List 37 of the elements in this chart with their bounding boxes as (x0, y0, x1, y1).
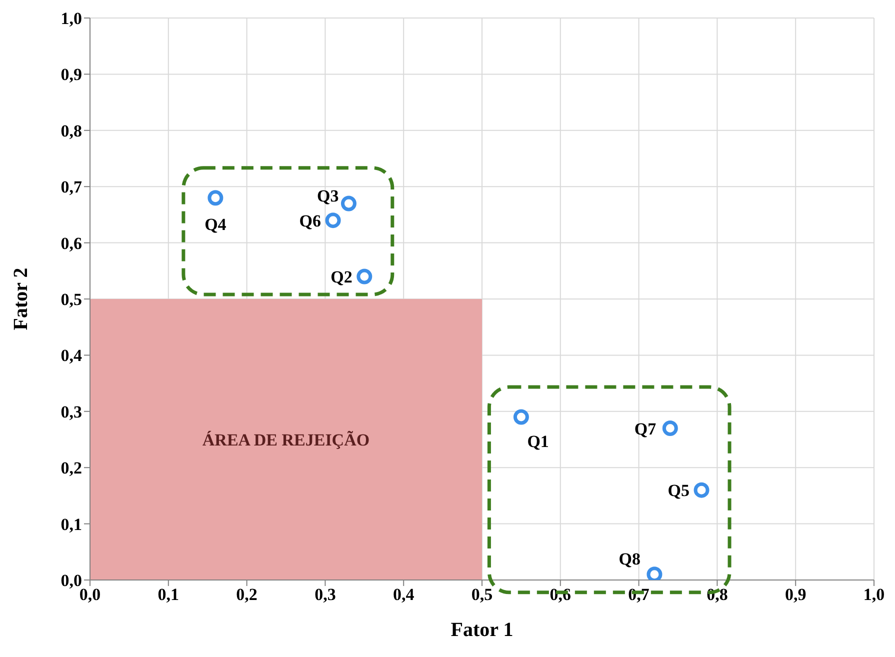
annotation: Q7 (634, 419, 657, 438)
x-axis-title: Fator 1 (450, 619, 514, 641)
y-tick-label: 0,4 (60, 346, 82, 366)
annotation: ÁREA DE REJEIÇÃO (202, 430, 370, 450)
x-tick-label: 0,4 (392, 585, 415, 604)
annotation: Q3 (316, 186, 339, 206)
y-tick-label: 0,8 (60, 121, 82, 140)
x-tick-label: 0,1 (158, 585, 180, 604)
point (340, 196, 356, 212)
point (208, 190, 224, 206)
y-tick-label: 0,7 (60, 178, 82, 197)
point (325, 212, 341, 228)
x-tick-label: 1,0 (863, 585, 885, 604)
x-tick-label: 0,9 (784, 585, 806, 604)
annotation: Q2 (330, 268, 352, 287)
point (356, 268, 372, 284)
x-tick-label: 0,5 (471, 585, 493, 604)
x-tick-label: 0,0 (79, 585, 101, 604)
point (694, 482, 710, 498)
x-tick-label: 0,2 (236, 585, 258, 604)
annotation: Q8 (618, 549, 640, 568)
point (662, 420, 678, 436)
y-tick-label: 0,5 (60, 290, 82, 310)
y-tick-label: 0,0 (60, 571, 82, 590)
y-tick-label: 0,3 (60, 402, 82, 422)
x-tick-label: 0,3 (314, 585, 336, 604)
annotation: Q5 (668, 481, 690, 500)
annotation: Q4 (204, 214, 227, 234)
y-tick-label: 0,6 (60, 234, 82, 253)
y-tick-label: 1,0 (60, 9, 82, 28)
y-tick-label: 0,9 (60, 65, 82, 84)
annotation: Q1 (527, 432, 549, 452)
y-tick-label: 0,2 (60, 458, 82, 478)
y-tick-label: 0,1 (60, 514, 82, 534)
y-axis-title: Fator 2 (10, 268, 32, 330)
annotation: Q6 (299, 211, 322, 230)
point (513, 409, 529, 425)
